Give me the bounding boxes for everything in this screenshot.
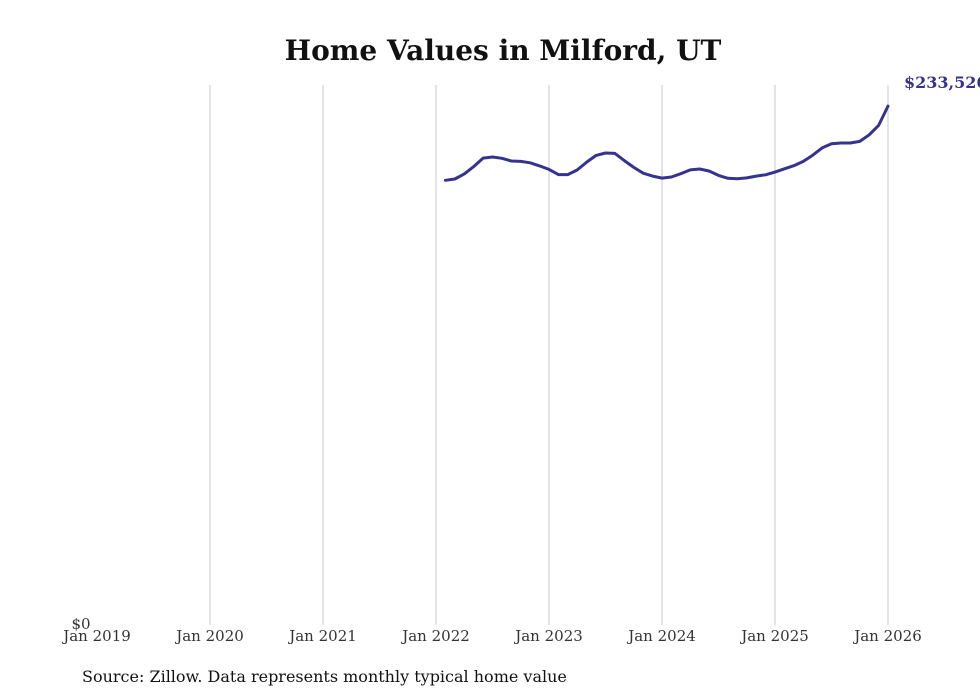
x-axis-ticks: Jan 2019 Jan 2020 Jan 2021 Jan 2022 Jan 2023… (61, 627, 922, 645)
x-tick-label-3: Jan 2022 (400, 627, 470, 645)
x-tick-label-6: Jan 2025 (739, 627, 809, 645)
series-line-home-value (443, 104, 890, 182)
x-tick-label-0: Jan 2019 (61, 627, 131, 645)
gridlines (209, 85, 889, 625)
series-end-label: $233,526 (904, 73, 980, 92)
x-tick-label-7: Jan 2026 (852, 627, 922, 645)
x-tick-label-1: Jan 2020 (174, 627, 244, 645)
source-note: Source: Zillow. Data represents monthly … (82, 667, 567, 686)
y-tick-label-zero: $0 (71, 615, 90, 633)
x-tick-label-5: Jan 2024 (626, 627, 696, 645)
x-tick-label-4: Jan 2023 (513, 627, 583, 645)
chart-title: Home Values in Milford, UT (285, 34, 722, 67)
x-tick-label-2: Jan 2021 (287, 627, 357, 645)
